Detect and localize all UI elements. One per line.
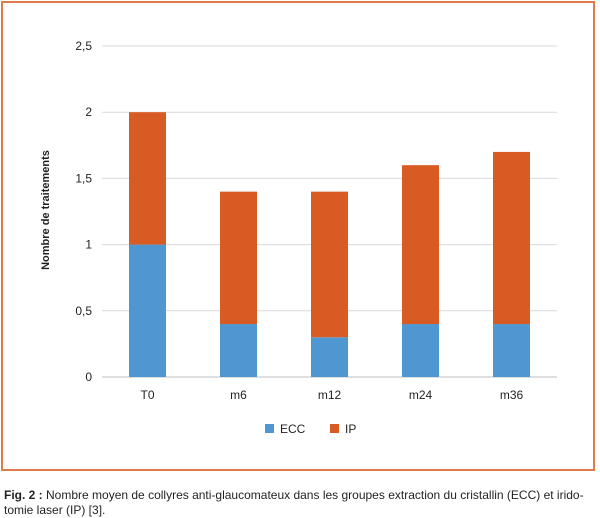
y-tick-label: 1,5 <box>75 171 92 185</box>
figure-frame <box>1 1 595 471</box>
x-tick-label: T0 <box>140 388 154 402</box>
gridlines <box>102 45 557 378</box>
bar-ecc-m6 <box>220 324 257 377</box>
stacked-bar-chart: 0 0,5 1 1,5 2 2,5 T0 m6 m12 m24 m36 Nombre de tra… <box>40 39 557 436</box>
caption-text: Nombre moyen de collyres anti-glaucomate… <box>4 488 584 517</box>
caption-label: Fig. 2 : <box>4 488 43 502</box>
legend-label-ip: IP <box>345 422 356 436</box>
bar-ecc-m24 <box>402 324 439 377</box>
legend-swatch-ecc <box>265 424 274 433</box>
bar-ip-m36 <box>493 151 530 325</box>
x-tick-label: m6 <box>230 388 247 402</box>
x-tick-label: m36 <box>500 388 524 402</box>
y-tick-label: 0,5 <box>75 304 92 318</box>
bar-ecc-m12 <box>311 337 348 377</box>
y-tick-label: 2,5 <box>75 39 92 53</box>
y-axis-label: Nombre de traitements <box>40 150 52 270</box>
y-tick-label: 0 <box>85 370 92 384</box>
legend: ECC IP <box>265 422 356 436</box>
legend-label-ecc: ECC <box>280 422 306 436</box>
y-tick-label: 1 <box>85 238 92 252</box>
figure-caption: Fig. 2 : Nombre moyen de collyres anti-g… <box>4 488 596 518</box>
x-tick-labels: T0 m6 m12 m24 m36 <box>140 388 523 402</box>
y-tick-labels: 0 0,5 1 1,5 2 2,5 <box>75 39 92 384</box>
bar-ip-m24 <box>402 165 439 325</box>
legend-swatch-ip <box>330 424 339 433</box>
bar-ecc-t0 <box>129 244 166 377</box>
bar-ip-t0 <box>129 112 166 245</box>
bars <box>129 112 530 377</box>
bar-ecc-m36 <box>493 324 530 377</box>
bar-ip-m12 <box>311 191 348 338</box>
y-tick-label: 2 <box>85 105 92 119</box>
x-tick-label: m12 <box>318 388 342 402</box>
bar-ip-m6 <box>220 191 257 325</box>
x-tick-label: m24 <box>409 388 433 402</box>
